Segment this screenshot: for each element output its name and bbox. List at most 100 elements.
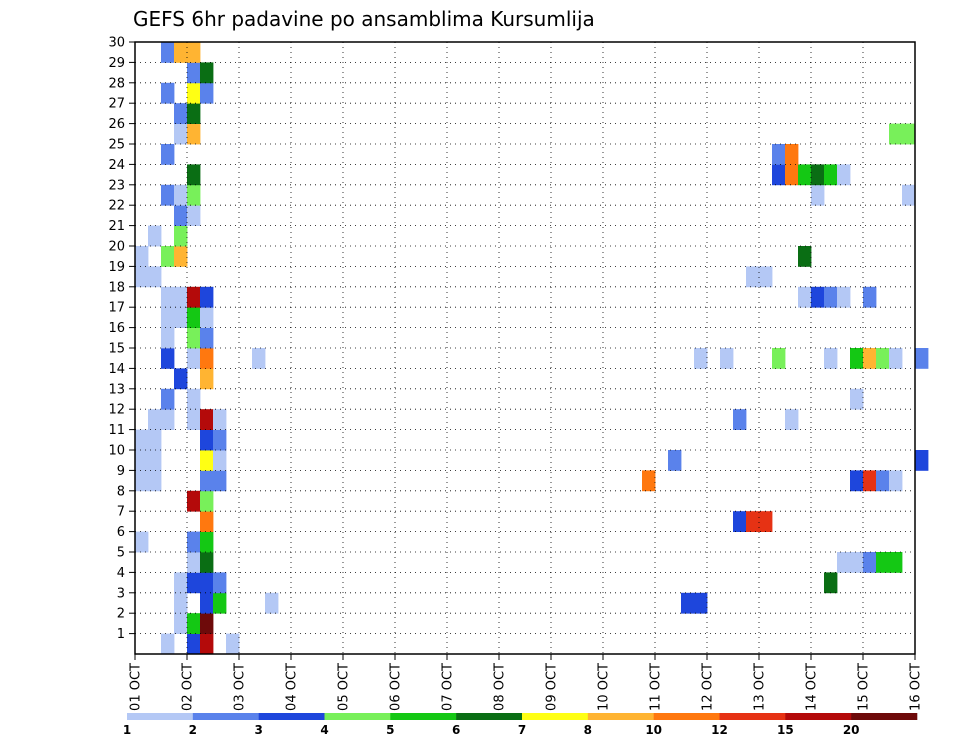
heatmap-cell (733, 511, 747, 532)
heatmap-cell (174, 123, 188, 145)
heatmap-cell (200, 552, 214, 573)
colorbar-swatch (127, 713, 194, 720)
heatmap-cells (135, 42, 929, 655)
heatmap-cell (174, 286, 188, 308)
y-tick-label: 14 (108, 362, 125, 377)
heatmap-cell (187, 286, 201, 308)
heatmap-cell (200, 82, 214, 104)
colorbar-swatch (851, 713, 918, 720)
x-tick-label: 09 OCT (545, 663, 560, 711)
colorbar-swatch (324, 713, 391, 720)
heatmap-cell (213, 592, 227, 614)
heatmap-cell (863, 348, 877, 369)
heatmap-cell (187, 572, 201, 594)
heatmap-cell (213, 470, 227, 492)
heatmap-cell (824, 164, 838, 186)
heatmap-cell (174, 184, 188, 206)
heatmap-cell (174, 572, 188, 594)
heatmap-cell (174, 368, 188, 390)
y-tick-label: 24 (108, 158, 125, 173)
heatmap-cell (850, 348, 864, 369)
colorbar-swatch (390, 713, 457, 720)
heatmap-cell (213, 572, 227, 594)
y-tick-label: 18 (108, 280, 125, 295)
y-tick-label: 8 (117, 484, 125, 499)
heatmap-cell (174, 592, 188, 614)
heatmap-cell (837, 164, 851, 186)
colorbar-label: 3 (254, 723, 262, 737)
y-tick-label: 27 (108, 97, 125, 112)
heatmap-cell (187, 103, 201, 124)
heatmap-cell (915, 450, 929, 471)
heatmap-cell (187, 184, 201, 206)
colorbar-label: 6 (452, 723, 460, 737)
heatmap-cell (811, 286, 825, 308)
y-tick-label: 7 (117, 505, 125, 520)
heatmap-cell (824, 572, 838, 594)
heatmap-cell (902, 184, 916, 206)
heatmap-cell (785, 409, 799, 430)
heatmap-cell (161, 348, 175, 369)
heatmap-cell (161, 327, 175, 349)
heatmap-cell (811, 164, 825, 186)
heatmap-cell (148, 409, 162, 430)
x-tick-label: 16 OCT (909, 663, 924, 711)
heatmap-cell (174, 225, 188, 247)
y-tick-label: 16 (108, 321, 125, 336)
heatmap-cell (200, 62, 214, 84)
heatmap-cell (265, 592, 279, 614)
heatmap-cell (811, 184, 825, 206)
heatmap-cell (187, 348, 201, 369)
y-axis: 1234567891011121314151617181920212223242… (108, 36, 135, 642)
y-tick-label: 25 (108, 138, 125, 153)
x-tick-label: 12 OCT (701, 663, 716, 711)
colorbar-label: 12 (711, 723, 728, 737)
heatmap-cell (759, 511, 773, 532)
colorbar-swatch (258, 713, 325, 720)
heatmap-cell (759, 266, 773, 288)
heatmap-cell (876, 552, 890, 573)
heatmap-cell (187, 490, 201, 512)
heatmap-cell (772, 164, 786, 186)
heatmap-cell (850, 388, 864, 410)
y-tick-label: 26 (108, 117, 125, 132)
heatmap-cell (174, 205, 188, 226)
colorbar-label: 7 (518, 723, 526, 737)
heatmap-cell (174, 103, 188, 124)
heatmap-cell (200, 490, 214, 512)
colorbar-label: 20 (843, 723, 860, 737)
heatmap-cell (187, 82, 201, 104)
heatmap-cell (135, 246, 149, 267)
heatmap-cell (135, 450, 149, 471)
x-tick-label: 10 OCT (597, 663, 612, 711)
heatmap-cell (889, 470, 903, 492)
y-tick-label: 11 (108, 423, 125, 438)
heatmap-cell (642, 470, 656, 492)
heatmap-cell (798, 164, 812, 186)
heatmap-cell (187, 633, 201, 655)
y-tick-label: 28 (108, 76, 125, 91)
heatmap-cell (863, 552, 877, 573)
heatmap-cell (200, 286, 214, 308)
x-tick-label: 14 OCT (805, 663, 820, 711)
heatmap-cell (148, 266, 162, 288)
heatmap-cell (200, 633, 214, 655)
gridlines (135, 42, 915, 654)
heatmap-cell (200, 409, 214, 430)
heatmap-cell (161, 388, 175, 410)
heatmap-cell (161, 307, 175, 328)
y-tick-label: 4 (117, 566, 125, 581)
y-tick-label: 22 (108, 199, 125, 214)
y-tick-label: 19 (108, 260, 125, 275)
colorbar-swatch (653, 713, 720, 720)
heatmap-cell (200, 531, 214, 553)
heatmap-cell (174, 42, 188, 63)
colorbar-swatch (522, 713, 589, 720)
x-tick-label: 01 OCT (129, 663, 144, 711)
heatmap-cell (174, 307, 188, 328)
x-tick-label: 02 OCT (181, 663, 196, 711)
y-tick-label: 9 (117, 464, 125, 479)
heatmap-cell (161, 633, 175, 655)
x-tick-label: 05 OCT (337, 663, 352, 711)
heatmap-cell (213, 409, 227, 430)
